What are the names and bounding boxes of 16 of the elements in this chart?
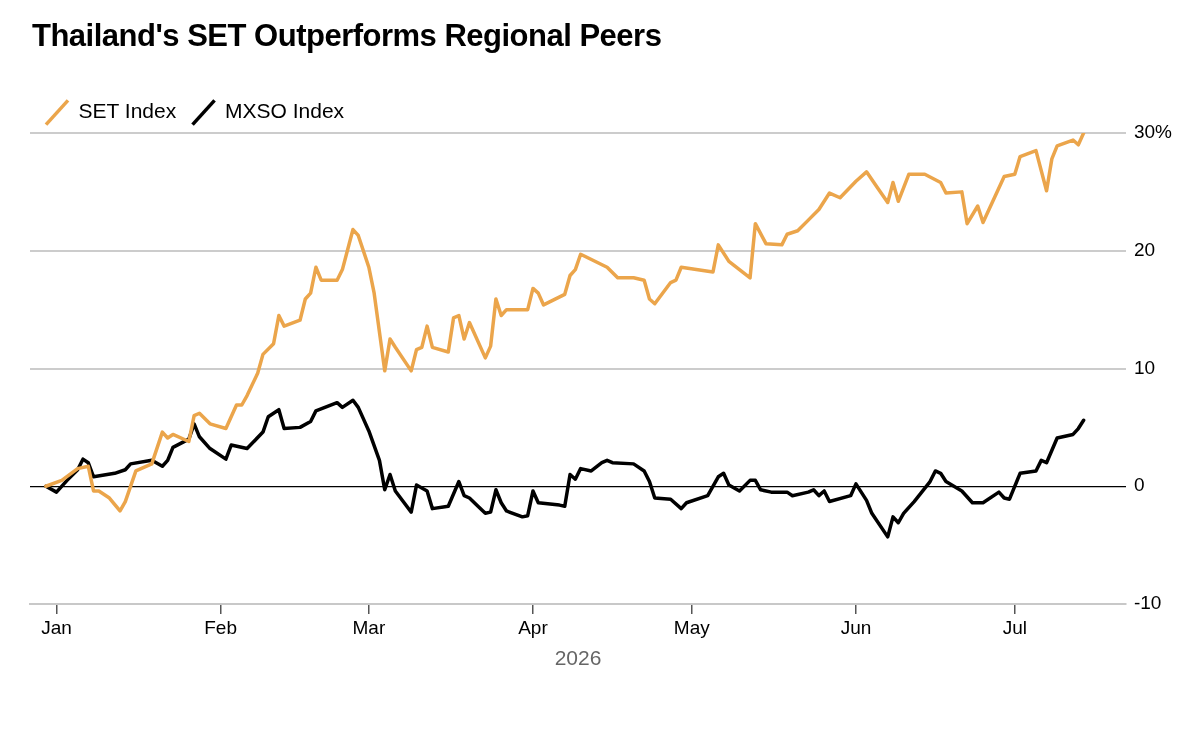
legend-label: MXSO Index [225,99,345,123]
x-axis-title: 2026 [554,646,602,670]
y-tick-label: 0 [1133,474,1145,496]
y-tick-label: 20 [1133,238,1156,260]
x-tick-label: Jul [1002,616,1027,638]
x-tick-label: Jan [41,616,72,638]
legend-label: SET Index [78,99,177,123]
x-tick-label: Jun [840,616,872,638]
y-tick-label: 10 [1133,356,1156,378]
y-tick-label: 30% [1133,121,1173,143]
x-tick-label: Feb [204,616,237,638]
y-tick-label: -10 [1133,592,1162,614]
x-tick-label: May [673,616,711,638]
x-tick-label: Mar [352,616,386,638]
chart-title: Thailand's SET Outperforms Regional Peers [32,18,662,54]
x-tick-label: Apr [518,616,549,638]
